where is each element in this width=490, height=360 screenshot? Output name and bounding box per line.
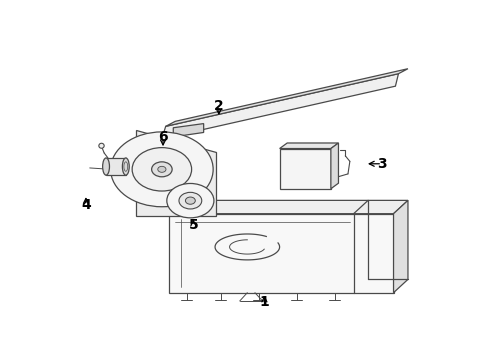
Polygon shape <box>106 158 126 175</box>
Polygon shape <box>331 143 339 189</box>
Polygon shape <box>136 130 216 216</box>
Polygon shape <box>162 74 398 139</box>
Ellipse shape <box>102 158 109 175</box>
Text: 3: 3 <box>377 157 387 171</box>
Text: 2: 2 <box>214 99 224 113</box>
Circle shape <box>185 197 196 204</box>
Ellipse shape <box>99 143 104 148</box>
Polygon shape <box>280 143 339 149</box>
Polygon shape <box>166 69 408 126</box>
Polygon shape <box>280 149 331 189</box>
Circle shape <box>132 148 192 191</box>
Polygon shape <box>393 201 408 293</box>
Circle shape <box>158 166 166 172</box>
Circle shape <box>179 192 202 209</box>
Ellipse shape <box>122 158 129 175</box>
Text: 6: 6 <box>158 130 168 144</box>
Polygon shape <box>173 123 204 137</box>
Circle shape <box>111 132 213 207</box>
Text: 5: 5 <box>189 218 198 232</box>
Polygon shape <box>170 201 408 214</box>
Text: 1: 1 <box>260 296 270 309</box>
Text: 4: 4 <box>81 198 91 212</box>
Circle shape <box>151 162 172 177</box>
Polygon shape <box>170 214 393 293</box>
Circle shape <box>167 184 214 218</box>
